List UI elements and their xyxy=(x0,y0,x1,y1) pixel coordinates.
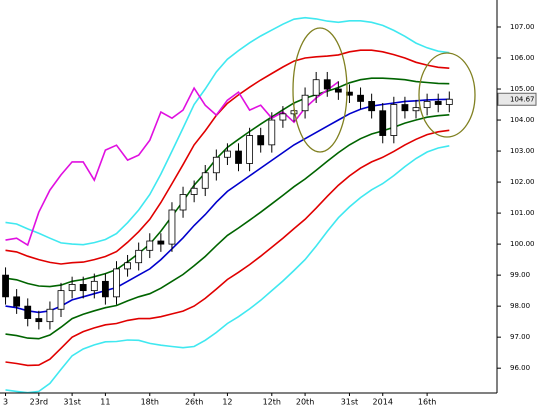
candle-body xyxy=(279,113,287,121)
x-tick-label: 20th xyxy=(296,398,314,407)
candle-body xyxy=(13,296,21,307)
y-tick-label: 99.00 xyxy=(510,271,530,279)
indicator-line xyxy=(5,145,450,394)
x-tick-label: 31st xyxy=(341,398,358,407)
candle-body xyxy=(301,94,309,112)
candle-body xyxy=(135,249,143,264)
x-tick-label: 23rd xyxy=(30,398,48,407)
candle-body xyxy=(368,101,376,112)
indicator-line xyxy=(5,49,450,265)
candle-body xyxy=(2,274,9,298)
candle-body xyxy=(113,268,120,298)
candle-body xyxy=(79,284,87,292)
x-tick-label: 12th xyxy=(263,398,281,407)
last-price-label: 104.67 xyxy=(510,95,535,103)
y-tick-label: 103.00 xyxy=(510,147,535,155)
candle-body xyxy=(268,119,276,146)
candle-body xyxy=(201,172,209,189)
candle-body xyxy=(423,101,431,109)
candle-body xyxy=(146,240,154,251)
indicator-line xyxy=(5,129,450,367)
y-tick-label: 102.00 xyxy=(510,178,535,186)
candle-body xyxy=(323,79,331,90)
candle-body xyxy=(212,156,220,174)
plot-area xyxy=(0,0,497,393)
candle-body xyxy=(157,240,165,245)
y-tick-label: 98.00 xyxy=(510,302,530,310)
y-tick-label: 104.00 xyxy=(510,116,535,124)
candle-body xyxy=(90,280,98,292)
y-tick-label: 107.00 xyxy=(510,23,535,31)
x-tick-label: 3 xyxy=(3,398,8,407)
candle-body xyxy=(390,104,398,136)
highlight-ellipse xyxy=(418,52,476,138)
y-tick-label: 101.00 xyxy=(510,209,535,217)
x-tick-label: 31st xyxy=(63,398,80,407)
candle-body xyxy=(312,79,320,96)
y-tick-label: 100.00 xyxy=(510,240,535,248)
x-tick-label: 18th xyxy=(141,398,159,407)
axes: 96.00 97.00 98.00 99.00 100.00 101.00 102.00 10… xyxy=(3,23,537,407)
candle-body xyxy=(257,135,265,146)
candle-body xyxy=(434,101,442,105)
x-tick-label: 11 xyxy=(100,398,110,407)
x-tick-label: 26th xyxy=(185,398,203,407)
x-tick-label: 12 xyxy=(222,398,232,407)
y-tick-label: 96.00 xyxy=(510,364,530,372)
candle-body xyxy=(401,104,409,112)
candle-body xyxy=(24,305,32,319)
candles xyxy=(2,71,453,330)
x-tick-label: 16th xyxy=(418,398,436,407)
candle-body xyxy=(334,88,342,93)
candle-body xyxy=(246,135,254,164)
candle-body xyxy=(190,187,198,195)
candle-body xyxy=(357,94,364,102)
candle-body xyxy=(57,290,65,310)
candle-body xyxy=(379,110,387,136)
candle-body xyxy=(179,194,187,211)
y-tick-label: 97.00 xyxy=(510,333,530,341)
y-tick-label: 106.00 xyxy=(510,54,535,62)
candle-body xyxy=(46,308,54,323)
indicator-line xyxy=(5,114,450,340)
candle-body xyxy=(412,107,420,112)
candle-body xyxy=(35,318,43,323)
candle-body xyxy=(224,150,231,158)
y-tick-label: 105.00 xyxy=(510,85,535,93)
candle-body xyxy=(101,280,109,298)
indicator-line xyxy=(5,16,450,246)
candle-body xyxy=(445,98,453,105)
indicator-line xyxy=(5,98,450,314)
x-tick-label: 2014 xyxy=(373,398,393,407)
candle-body xyxy=(235,150,242,164)
candle-body xyxy=(168,209,176,245)
last-price-box xyxy=(497,92,537,106)
candle-body xyxy=(68,284,76,292)
highlight-ellipse xyxy=(292,27,348,153)
candle-body xyxy=(124,262,131,270)
